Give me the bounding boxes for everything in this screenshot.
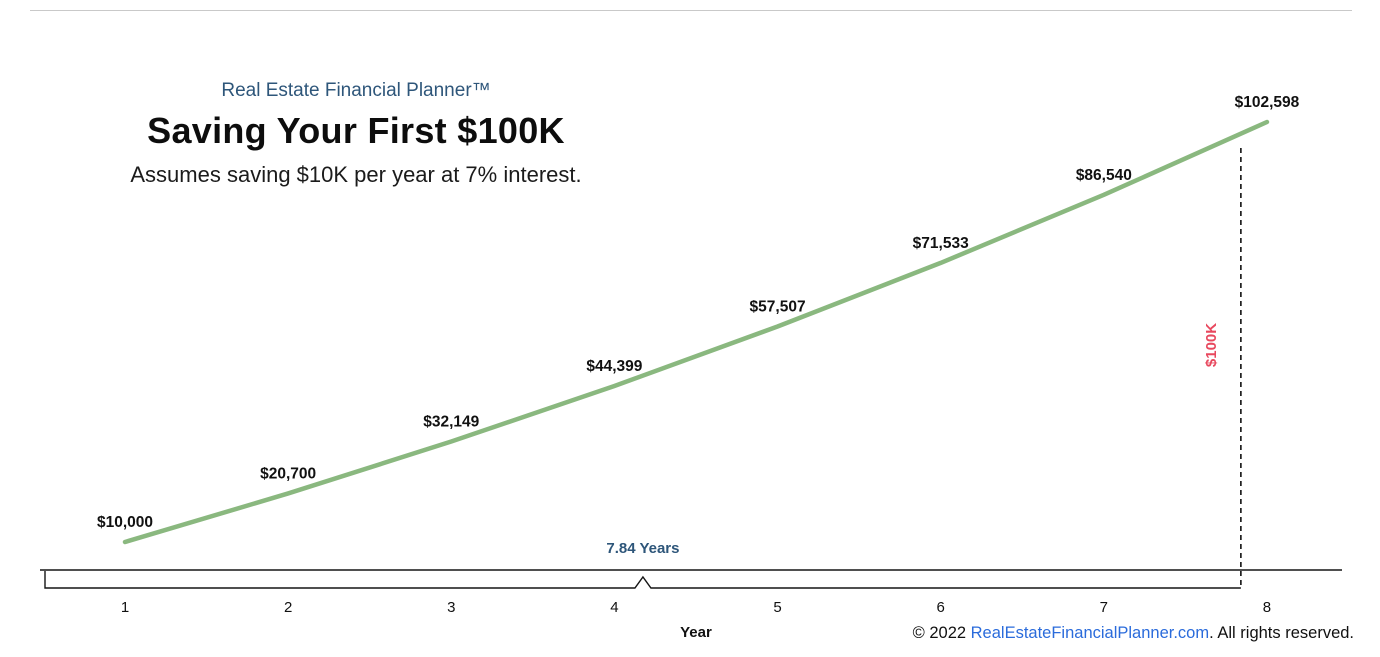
savings-line	[122, 119, 1270, 545]
chart-title: Saving Your First $100K	[147, 110, 565, 151]
data-label: $57,507	[750, 299, 806, 316]
data-label: $86,540	[1076, 167, 1132, 184]
rights-text: . All rights reserved.	[1209, 624, 1354, 642]
x-tick-label: 8	[1263, 599, 1271, 616]
brand-title: Real Estate Financial Planner™	[221, 80, 491, 101]
chart-header: Real Estate Financial Planner™ Saving Yo…	[40, 80, 672, 188]
footer: © 2022 RealEstateFinancialPlanner.com. A…	[913, 624, 1354, 643]
x-tick-label: 3	[447, 599, 455, 616]
data-label: $44,399	[586, 358, 642, 375]
data-label: $10,000	[97, 514, 153, 531]
top-border	[30, 10, 1352, 11]
duration-label: 7.84 Years	[606, 540, 679, 557]
data-label: $71,533	[913, 235, 969, 252]
x-tick-label: 6	[937, 599, 945, 616]
copyright-text: © 2022	[912, 624, 971, 642]
x-tick-label: 7	[1100, 599, 1108, 616]
x-axis-label: Year	[680, 624, 712, 641]
x-tick-label: 2	[284, 599, 292, 616]
data-label: $102,598	[1235, 94, 1300, 111]
data-label: $20,700	[260, 465, 316, 482]
milestone-label: $100K	[1203, 323, 1220, 367]
x-tick-label: 1	[121, 599, 129, 616]
duration-brace	[44, 571, 1241, 589]
x-tick-label: 4	[610, 599, 618, 616]
footer-link[interactable]: RealEstateFinancialPlanner.com	[970, 624, 1210, 642]
chart-subtitle: Assumes saving $10K per year at 7% inter…	[130, 162, 582, 187]
data-label: $32,149	[423, 414, 479, 431]
x-tick-label: 5	[773, 599, 781, 616]
